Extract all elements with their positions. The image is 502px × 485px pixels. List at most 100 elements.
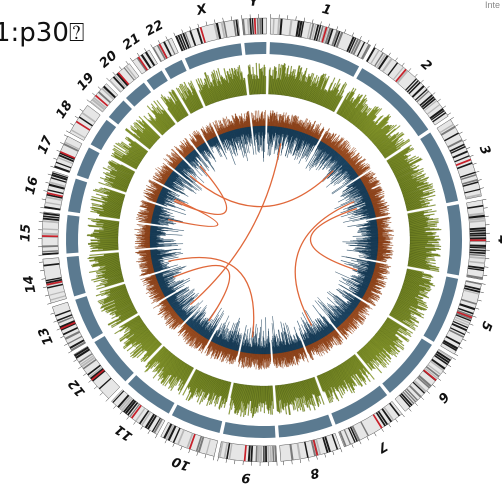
ideogram-band	[322, 437, 329, 453]
ideogram-band	[265, 445, 268, 462]
tick-mark	[133, 421, 137, 425]
ideogram-band	[43, 262, 60, 267]
expression-gain-chr14	[135, 249, 155, 277]
ideogram-band	[179, 33, 188, 50]
centromere-chr21	[137, 56, 149, 71]
tick-mark	[351, 443, 354, 448]
copy-number-chr5	[423, 276, 459, 342]
tick-mark	[479, 187, 484, 189]
ideogram-band	[467, 204, 484, 209]
ideogram-band	[304, 441, 309, 458]
ideogram-band	[42, 232, 59, 236]
ideogram-band	[78, 116, 93, 127]
ideogram-band	[144, 51, 156, 67]
ideogram-band	[436, 351, 451, 362]
ideogram-band	[123, 399, 135, 413]
ideogram-band	[250, 445, 254, 462]
tick-mark	[437, 377, 442, 381]
ideogram-band	[279, 18, 283, 35]
ideogram-band	[263, 446, 265, 463]
expression-gain-chr6	[336, 300, 373, 340]
ideogram-band	[151, 417, 161, 433]
ideogram-band	[47, 283, 64, 289]
ideogram-band	[427, 364, 442, 375]
expression-loss-chr4	[342, 219, 379, 261]
ideogram-band	[75, 348, 91, 359]
expression-gain-chr8	[272, 346, 309, 369]
ideogram-band	[51, 173, 68, 181]
tick-mark	[222, 17, 224, 22]
tick-mark	[381, 428, 384, 432]
allele-chr13	[95, 283, 138, 328]
tick-mark	[462, 338, 467, 342]
ideogram-band	[163, 41, 172, 57]
tick-mark	[420, 396, 425, 400]
ideogram-band	[466, 274, 483, 280]
ideogram-band	[189, 30, 197, 47]
tick-mark	[367, 39, 370, 44]
ideogram-band	[274, 445, 277, 462]
tick-mark	[483, 207, 488, 209]
tick-mark	[475, 307, 480, 310]
tick-mark	[44, 294, 49, 297]
tick-mark	[119, 410, 123, 415]
copy-number-chrY	[244, 41, 267, 55]
tick-mark	[147, 430, 151, 434]
centromere-chr8	[312, 439, 319, 456]
ideogram-band	[405, 388, 419, 401]
ideogram-band	[46, 278, 63, 284]
tick-mark	[374, 432, 377, 437]
allele-chr20	[143, 100, 176, 136]
allele-chr18	[110, 136, 149, 170]
ideogram-band	[421, 96, 435, 109]
tick-mark	[426, 390, 430, 394]
tick-mark	[316, 455, 318, 460]
tick-mark	[466, 331, 471, 334]
tick-mark	[180, 446, 183, 451]
ideogram-band	[450, 327, 466, 336]
ideogram-band	[406, 79, 419, 93]
ideogram-band	[43, 212, 60, 217]
ideogram-band	[458, 307, 474, 315]
expression-gain-chrY	[251, 110, 266, 127]
centromere-chr2	[395, 68, 407, 83]
expression-gain-chr11	[177, 322, 210, 354]
centromere-chr5	[456, 311, 473, 319]
ideogram-band	[375, 412, 387, 427]
expression-gain-chr13	[140, 274, 166, 304]
ideogram-band	[223, 21, 228, 38]
ideogram-band	[116, 72, 129, 87]
ideogram-band	[313, 24, 320, 41]
ideogram-band	[351, 425, 361, 441]
tick-mark	[173, 32, 176, 37]
allele-chr14	[87, 252, 125, 290]
tick-mark	[447, 364, 452, 368]
centromere-chr7	[372, 414, 383, 429]
allele-chr22	[175, 80, 204, 114]
ideogram-band	[167, 39, 176, 55]
ideogram-band	[215, 22, 222, 39]
tick-mark	[164, 439, 167, 444]
copy-number-chr18	[90, 119, 117, 151]
tick-mark	[79, 108, 84, 112]
tick-mark	[442, 105, 447, 109]
ideogram-band	[469, 237, 486, 240]
tick-mark	[477, 179, 482, 181]
expression-loss-chr10	[210, 315, 243, 352]
chromosome-label-7: 7	[374, 438, 390, 456]
chromosome-label-21: 21	[120, 31, 143, 54]
ideogram-band	[417, 376, 431, 389]
ideogram-band	[457, 309, 473, 317]
tick-mark	[70, 123, 74, 126]
ideogram-band	[469, 232, 486, 235]
tick-mark	[225, 458, 227, 463]
ideogram-band	[50, 295, 66, 301]
ideogram-band	[42, 245, 59, 248]
chromosome-label-18: 18	[53, 98, 75, 121]
tick-mark	[408, 408, 412, 412]
ideogram-band	[46, 193, 63, 199]
copy-number-chr10	[171, 404, 223, 433]
ideogram-band	[226, 442, 231, 460]
tick-mark	[40, 207, 45, 209]
ideogram-chr8	[279, 433, 341, 462]
